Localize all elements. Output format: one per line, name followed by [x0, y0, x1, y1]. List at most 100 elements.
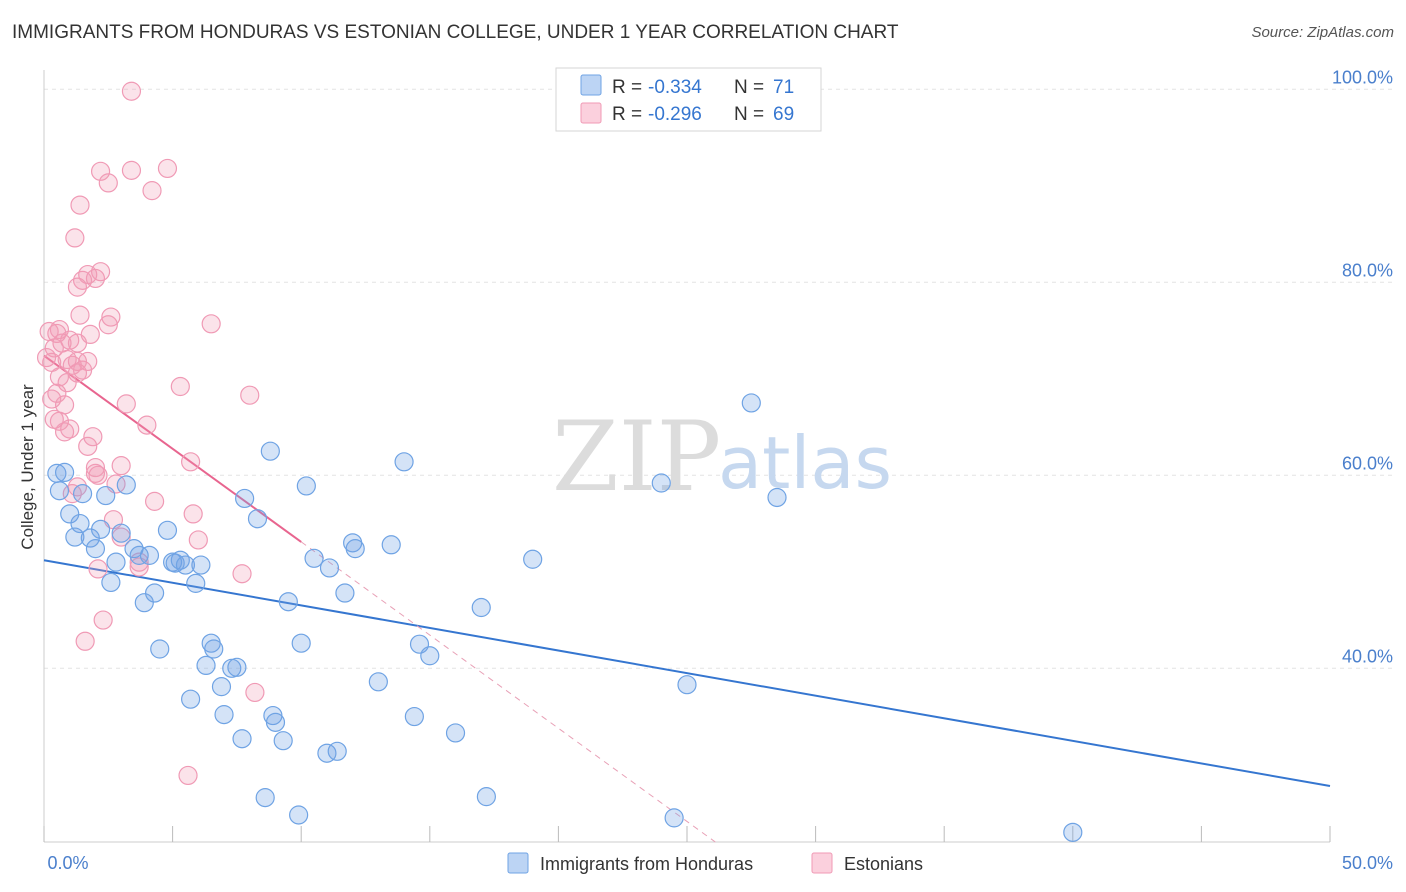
point-honduras: [289, 805, 309, 825]
x-tick-label: 0.0%: [47, 853, 88, 873]
point-estonians: [57, 373, 77, 393]
point-honduras: [394, 452, 414, 472]
point-honduras: [96, 485, 116, 506]
axes: [43, 70, 1331, 843]
point-honduras: [327, 741, 347, 761]
point-estonians: [90, 161, 111, 181]
point-honduras: [278, 592, 298, 612]
legend-r-label-1: R =: [612, 77, 642, 98]
point-estonians: [181, 452, 201, 472]
point-honduras: [175, 555, 196, 575]
legend-swatch-honduras: [507, 852, 529, 874]
point-estonians: [144, 491, 165, 511]
point-honduras: [235, 488, 255, 509]
chart-title: IMMIGRANTS FROM HONDURAS VS ESTONIAN COL…: [12, 22, 899, 43]
point-estonians: [90, 262, 111, 282]
point-estonians: [142, 181, 162, 201]
point-honduras: [191, 555, 211, 575]
point-honduras: [211, 677, 232, 697]
point-estonians: [75, 631, 95, 651]
legend-r-value-2: -0.296: [648, 104, 702, 125]
point-honduras: [1063, 822, 1083, 842]
point-estonians: [54, 395, 75, 415]
point-honduras: [101, 572, 121, 593]
point-estonians: [116, 394, 136, 414]
x-tick-label: 50.0%: [1342, 853, 1393, 873]
point-honduras: [445, 723, 466, 743]
point-honduras: [255, 788, 275, 808]
data-points: [36, 81, 1083, 842]
y-tick-label: 80.0%: [1342, 260, 1393, 280]
point-estonians: [83, 427, 103, 447]
trend-line-honduras: [43, 559, 1331, 788]
point-honduras: [144, 583, 165, 603]
y-axis-label: College, Under 1 year: [18, 384, 37, 550]
point-estonians: [70, 305, 90, 325]
point-estonians: [70, 195, 90, 215]
stats-legend: R = -0.334 N = 71 R = -0.296 N = 69: [555, 67, 822, 132]
point-honduras: [523, 549, 543, 569]
point-estonians: [183, 504, 203, 524]
point-estonians: [65, 228, 85, 248]
point-honduras: [368, 672, 388, 692]
point-honduras: [90, 519, 111, 539]
point-honduras: [49, 481, 70, 501]
point-honduras: [139, 545, 160, 565]
y-tick-label: 100.0%: [1332, 67, 1393, 87]
trend-line-estonians: [43, 354, 302, 543]
watermark-atlas: atlas: [718, 421, 892, 505]
point-honduras: [265, 712, 286, 732]
gridlines: [44, 88, 1392, 669]
point-honduras: [404, 706, 424, 727]
point-estonians: [98, 315, 118, 335]
point-estonians: [88, 559, 108, 579]
point-honduras: [664, 808, 684, 828]
point-honduras: [186, 573, 206, 593]
legend-swatch-estonians: [811, 852, 833, 874]
point-honduras: [134, 593, 154, 613]
series-legend: Immigrants from Honduras Estonians: [507, 852, 923, 874]
point-honduras: [106, 552, 126, 572]
y-tick-label: 60.0%: [1342, 453, 1393, 473]
legend-r-label-2: R =: [612, 104, 642, 125]
point-estonians: [78, 351, 98, 372]
legend-label-honduras: Immigrants from Honduras: [540, 854, 753, 874]
point-estonians: [111, 456, 131, 476]
point-honduras: [304, 548, 324, 568]
point-honduras: [181, 689, 201, 709]
point-honduras: [227, 657, 247, 677]
point-estonians: [36, 347, 57, 368]
point-honduras: [677, 675, 697, 695]
point-honduras: [335, 583, 355, 603]
point-estonians: [54, 422, 75, 442]
source-credit: Source: ZipAtlas.com: [1251, 24, 1394, 41]
point-estonians: [78, 436, 98, 456]
legend-n-label-1: N =: [734, 77, 764, 98]
point-honduras: [420, 646, 440, 666]
point-honduras: [204, 639, 224, 659]
point-estonians: [60, 419, 80, 439]
point-honduras: [70, 513, 90, 534]
point-estonians: [60, 330, 80, 350]
point-honduras: [60, 504, 80, 524]
legend-r-value-1: -0.334: [648, 77, 702, 98]
point-estonians: [101, 307, 121, 327]
point-estonians: [157, 158, 178, 179]
point-estonians: [93, 610, 113, 630]
point-honduras: [129, 545, 149, 565]
point-honduras: [85, 539, 106, 559]
legend-swatch-blue: [580, 74, 602, 96]
trend-lines: [43, 354, 1331, 843]
point-estonians: [98, 173, 118, 193]
point-honduras: [54, 462, 75, 483]
point-honduras: [157, 520, 178, 540]
point-estonians: [240, 385, 260, 405]
trend-extension-estonians: [300, 541, 716, 843]
point-honduras: [345, 539, 365, 559]
point-honduras: [214, 705, 234, 725]
point-estonians: [137, 415, 157, 435]
tick-labels: 40.0% 60.0% 80.0% 100.0% 0.0% 50.0%: [47, 67, 1393, 873]
legend-n-label-2: N =: [734, 104, 764, 125]
point-honduras: [116, 475, 136, 495]
